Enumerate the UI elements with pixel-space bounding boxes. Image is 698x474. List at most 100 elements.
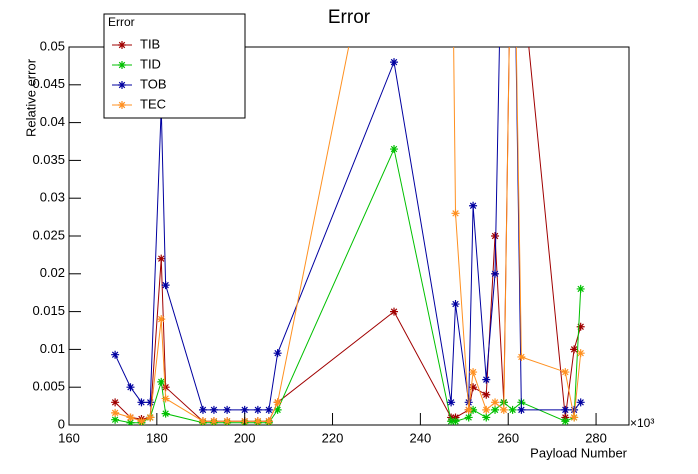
x-exponent: ×10³ <box>630 416 654 430</box>
x-tick-label: 260 <box>497 430 519 445</box>
data-point <box>482 413 491 422</box>
y-tick-label: 0.035 <box>32 152 65 167</box>
data-point <box>508 405 517 414</box>
data-point <box>482 405 491 414</box>
data-point <box>482 375 491 384</box>
y-tick-label: 0.04 <box>40 114 65 129</box>
data-point <box>451 209 460 218</box>
y-tick-label: 0 <box>58 416 65 431</box>
y-tick-label: 0.045 <box>32 76 65 91</box>
series-line <box>114 47 582 422</box>
data-point <box>517 352 526 361</box>
data-point <box>517 405 526 414</box>
data-point <box>482 390 491 399</box>
data-point <box>273 349 282 358</box>
legend-marker <box>118 61 126 69</box>
data-point <box>157 377 166 386</box>
y-tick-label: 0.015 <box>32 303 65 318</box>
x-tick-label: 240 <box>410 430 432 445</box>
data-point <box>491 232 500 240</box>
data-point <box>469 368 478 377</box>
data-point <box>198 405 207 414</box>
data-point <box>491 405 500 414</box>
data-point <box>576 322 585 331</box>
data-point <box>253 405 262 414</box>
y-tick-label: 0.025 <box>32 227 65 242</box>
y-tick-label: 0.03 <box>40 190 65 205</box>
data-point <box>126 418 135 425</box>
data-point <box>464 398 473 407</box>
data-point <box>447 398 456 407</box>
data-point <box>198 417 207 425</box>
data-point <box>146 413 155 422</box>
data-point <box>253 417 262 425</box>
legend-label: TID <box>140 56 161 71</box>
data-point <box>137 398 146 407</box>
legend-box <box>103 13 246 119</box>
data-point <box>161 409 170 418</box>
series-line <box>114 47 582 422</box>
data-point <box>491 269 500 278</box>
data-point <box>561 368 570 377</box>
data-point <box>499 405 508 414</box>
data-point <box>157 254 166 263</box>
data-point <box>451 300 460 309</box>
data-point <box>469 201 478 210</box>
chart-title: Error <box>328 7 371 28</box>
data-point <box>157 315 166 324</box>
data-point <box>469 405 478 414</box>
data-point <box>561 417 570 425</box>
data-point <box>491 398 500 407</box>
data-point <box>111 415 120 424</box>
data-point <box>209 405 218 414</box>
x-tick-label: 280 <box>585 430 607 445</box>
series-line <box>115 147 582 424</box>
data-point <box>570 405 579 414</box>
data-point <box>576 349 585 358</box>
data-point <box>390 145 399 154</box>
data-point <box>390 58 399 67</box>
data-point <box>576 398 585 407</box>
legend-marker <box>118 101 126 109</box>
data-point <box>464 413 473 422</box>
x-tick-label: 160 <box>58 430 80 445</box>
series-line <box>114 47 582 411</box>
data-point <box>223 417 232 425</box>
data-point <box>273 405 282 414</box>
legend-title: Error <box>108 15 135 29</box>
y-axis-label: Relative error <box>23 58 38 137</box>
data-point <box>570 413 579 422</box>
y-tick-label: 0.02 <box>40 265 65 280</box>
legend-marker <box>118 81 126 89</box>
data-point <box>240 405 249 414</box>
data-point <box>273 398 282 407</box>
x-tick-label: 200 <box>234 430 256 445</box>
legend-label: TEC <box>140 96 166 111</box>
y-tick-label: 0.01 <box>40 341 65 356</box>
data-point <box>111 350 120 359</box>
data-point <box>161 281 170 290</box>
data-point <box>447 417 456 425</box>
data-point <box>137 417 146 425</box>
data-point <box>111 408 120 417</box>
y-tick-label: 0.005 <box>32 379 65 394</box>
data-point <box>390 307 399 316</box>
data-point <box>570 345 579 354</box>
data-point <box>223 405 232 414</box>
legend-label: TIB <box>140 36 160 51</box>
data-point <box>161 383 170 392</box>
data-point <box>126 413 135 422</box>
data-point <box>146 398 155 407</box>
data-point <box>576 284 585 293</box>
legend-marker <box>118 41 126 49</box>
data-point <box>451 417 460 425</box>
x-tick-label: 180 <box>146 430 168 445</box>
data-point <box>469 383 478 392</box>
data-point <box>161 394 170 403</box>
legend-label: TOB <box>140 76 167 91</box>
y-tick-label: 0.05 <box>40 38 65 53</box>
x-tick-label: 220 <box>322 430 344 445</box>
data-point <box>126 383 135 392</box>
data-point <box>264 417 273 425</box>
